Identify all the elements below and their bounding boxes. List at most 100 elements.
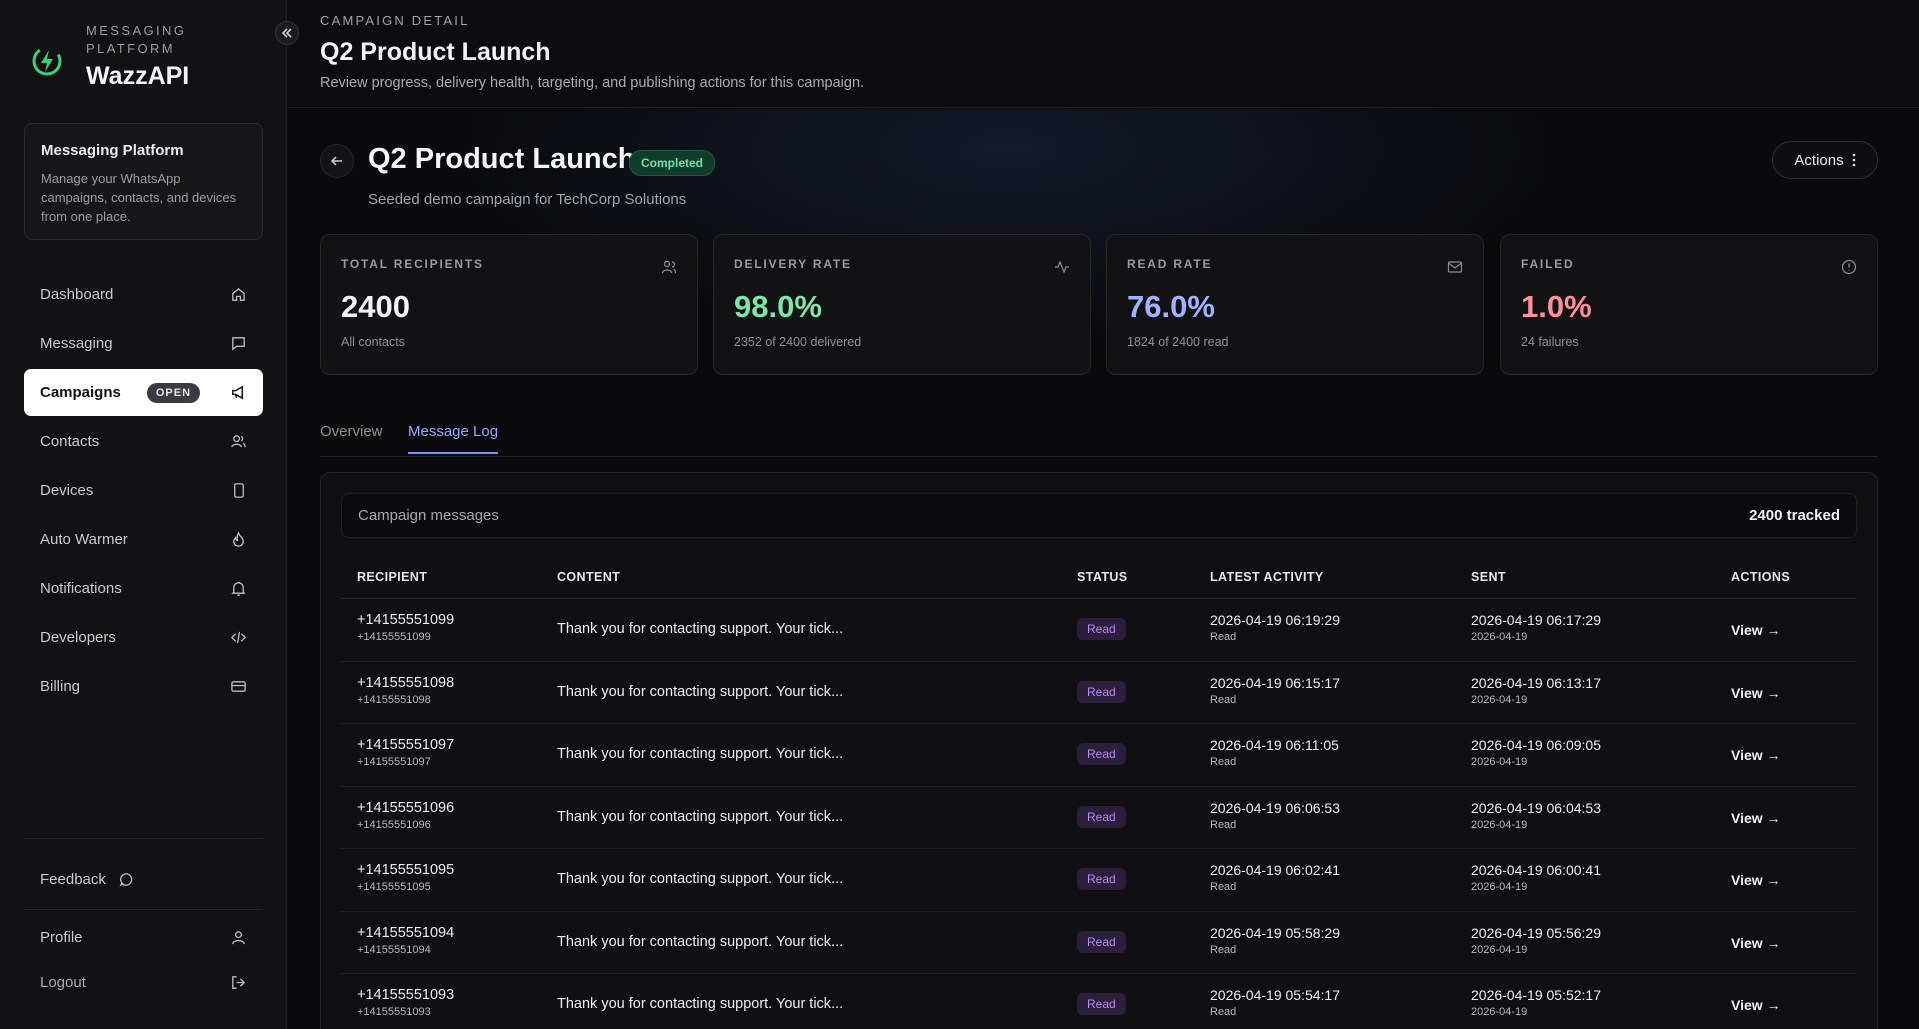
content-cell: Thank you for contacting support. Your t… [557, 808, 844, 825]
smartphone-icon [229, 482, 247, 500]
campaign-detail: Q2 Product Launch Completed Seeded demo … [288, 109, 1919, 1029]
sidebar-item-dashboard[interactable]: Dashboard [24, 271, 263, 318]
activity-cell: 2026-04-19 05:54:17 Read [1210, 987, 1340, 1018]
brand[interactable]: MESSAGING PLATFORM WazzAPI [30, 22, 196, 91]
stat-card-delivery-rate: DELIVERY RATE 98.0% 2352 of 2400 deliver… [713, 234, 1091, 375]
status-badge: Read [1077, 618, 1126, 640]
sidebar-item-devices[interactable]: Devices [24, 467, 263, 514]
sent-date: 2026-04-19 [1471, 818, 1528, 831]
sidebar-item-notifications[interactable]: Notifications [24, 565, 263, 612]
sent-time: 2026-04-19 05:56:29 [1471, 924, 1601, 941]
activity-time: 2026-04-19 05:58:29 [1210, 924, 1340, 941]
tab-overview[interactable]: Overview [320, 423, 383, 440]
megaphone-icon [229, 384, 247, 402]
recipient-sub: +14155551096 [357, 818, 431, 831]
content-cell: Thank you for contacting support. Your t… [557, 683, 844, 700]
view-link[interactable]: View → [1731, 684, 1781, 701]
stat-label: DELIVERY RATE [734, 257, 852, 271]
recipient-number: +14155551098 [357, 674, 455, 691]
stat-subtext: 2352 of 2400 delivered [734, 335, 862, 349]
sidebar-item-campaigns[interactable]: Campaigns OPEN [24, 369, 263, 416]
view-link[interactable]: View → [1731, 872, 1781, 888]
sidebar-item-messaging[interactable]: Messaging [24, 320, 263, 367]
content-cell: Thank you for contacting support. Your t… [557, 933, 844, 950]
users-icon [661, 260, 677, 274]
logout-icon [229, 973, 247, 991]
column-header-sent: SENT [1471, 570, 1506, 584]
open-badge: OPEN [146, 382, 201, 403]
activity-status: Read [1210, 818, 1237, 831]
stats-row: TOTAL RECIPIENTS 2400 All contacts DELIV… [320, 234, 1878, 375]
stat-card-total-recipients: TOTAL RECIPIENTS 2400 All contacts [320, 234, 698, 375]
column-header-content: CONTENT [557, 570, 621, 584]
activity-cell: 2026-04-19 06:15:17 Read [1210, 675, 1340, 706]
feedback-label: Feedback [40, 870, 106, 888]
sent-cell: 2026-04-19 05:52:17 2026-04-19 [1471, 987, 1601, 1018]
sidebar: MESSAGING PLATFORM WazzAPI Messaging Pla… [0, 0, 299, 1029]
activity-status: Read [1210, 1006, 1237, 1018]
recipient-sub: +14155551094 [357, 943, 431, 956]
activity-cell: 2026-04-19 05:58:29 Read [1210, 925, 1340, 956]
table-row: +14155551096 +14155551096 Thank you for c… [341, 787, 1857, 849]
stat-subtext: 24 failures [1521, 335, 1579, 349]
wazzapi-logo-icon [32, 46, 62, 76]
profile-label: Profile [40, 928, 83, 946]
status-badge: Read [1077, 993, 1126, 1015]
stat-label: READ RATE [1127, 257, 1213, 271]
sidebar-item-label: Messaging [40, 335, 113, 352]
status-badge: Read [1077, 743, 1126, 765]
table-row: +14155551099 +14155551099 Thank you for c… [341, 599, 1857, 662]
sidebar-item-contacts[interactable]: Contacts [24, 418, 263, 465]
sent-time: 2026-04-19 06:17:29 [1471, 612, 1601, 628]
activity-cell: 2026-04-19 06:02:41 Read [1210, 862, 1340, 893]
feedback-button[interactable]: Feedback [24, 859, 263, 899]
sidebar-item-auto-warmer[interactable]: Auto Warmer [24, 516, 263, 563]
recipient-number: +14155551097 [357, 737, 455, 753]
page-description: Review progress, delivery health, target… [320, 75, 865, 91]
recipient-cell: +14155551094 +14155551094 [357, 925, 454, 956]
activity-status: Read [1210, 756, 1237, 768]
status-badge: Read [1077, 805, 1126, 828]
users-icon [229, 433, 247, 451]
view-link[interactable]: View → [1731, 934, 1781, 951]
sent-time: 2026-04-19 05:52:17 [1471, 987, 1601, 1003]
view-link[interactable]: View → [1731, 747, 1781, 763]
code-icon [229, 629, 247, 647]
view-link[interactable]: View → [1731, 809, 1781, 826]
activity-time: 2026-04-19 05:54:17 [1210, 987, 1340, 1003]
sidebar-item-developers[interactable]: Developers [24, 614, 263, 661]
profile-button[interactable]: Profile [24, 917, 263, 957]
sent-time: 2026-04-19 06:13:17 [1471, 674, 1601, 691]
column-header-recipient: RECIPIENT [357, 570, 428, 584]
column-header-status: STATUS [1077, 570, 1128, 584]
stat-value: 1.0% [1521, 289, 1592, 324]
flame-icon [229, 531, 247, 549]
sent-cell: 2026-04-19 06:00:41 2026-04-19 [1471, 862, 1601, 893]
logout-button[interactable]: Logout [24, 962, 263, 1002]
back-button[interactable] [320, 144, 354, 178]
stat-value: 98.0% [734, 289, 822, 324]
sent-date: 2026-04-19 [1471, 756, 1528, 768]
message-log-title: Campaign messages [358, 507, 499, 524]
stat-value: 2400 [341, 289, 410, 324]
sidebar-item-billing[interactable]: Billing [24, 663, 263, 710]
activity-time: 2026-04-19 06:02:41 [1210, 862, 1340, 878]
content-cell: Thank you for contacting support. Your t… [557, 746, 844, 762]
table-header: RECIPIENT CONTENT STATUS LATEST ACTIVITY… [341, 555, 1857, 599]
sent-date: 2026-04-19 [1471, 881, 1528, 893]
activity-time: 2026-04-19 06:19:29 [1210, 612, 1340, 628]
collapse-sidebar-button[interactable] [275, 21, 299, 45]
sidebar-item-label: Auto Warmer [40, 531, 128, 548]
activity-cell: 2026-04-19 06:11:05 Read [1210, 737, 1339, 768]
arrow-left-icon [330, 156, 342, 166]
view-link[interactable]: View → [1731, 997, 1781, 1013]
view-link[interactable]: View → [1731, 622, 1781, 638]
tab-message-log[interactable]: Message Log [408, 423, 499, 454]
table-row: +14155551097 +14155551097 Thank you for c… [341, 724, 1857, 787]
table-row: +14155551093 +14155551093 Thank you for c… [341, 974, 1857, 1029]
bell-icon [229, 580, 247, 598]
message-log-count: 2400 tracked [1749, 507, 1840, 524]
page-eyebrow: CAMPAIGN DETAIL [320, 13, 470, 28]
actions-button[interactable]: Actions [1772, 141, 1878, 179]
table-row: +14155551095 +14155551095 Thank you for c… [341, 849, 1857, 912]
